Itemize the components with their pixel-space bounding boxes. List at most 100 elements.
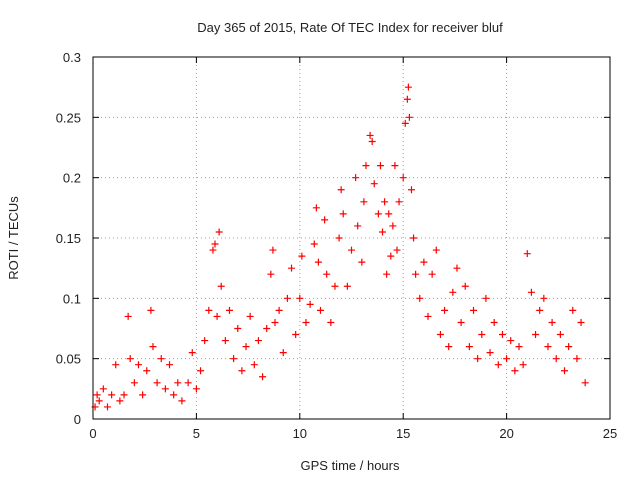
data-point — [296, 294, 304, 302]
data-point — [188, 349, 196, 357]
data-point — [139, 391, 147, 399]
x-axis-label: GPS time / hours — [301, 458, 400, 473]
data-point — [112, 361, 120, 369]
data-point — [498, 331, 506, 339]
data-point — [401, 119, 409, 127]
data-point — [331, 282, 339, 290]
data-point — [321, 216, 329, 224]
axis-ticks: 0 5 10 15 20 25 0 0.05 0.1 0.15 0.2 0.25 0.3 — [56, 50, 618, 441]
data-point — [540, 294, 548, 302]
data-point — [358, 258, 366, 266]
y-tick-label: 0.15 — [56, 231, 81, 246]
data-point — [283, 294, 291, 302]
data-point — [436, 331, 444, 339]
data-point — [259, 373, 267, 381]
data-point — [405, 113, 413, 121]
data-point — [536, 306, 544, 314]
data-point — [312, 204, 320, 212]
data-point — [407, 186, 415, 194]
data-point — [544, 343, 552, 351]
data-point — [370, 180, 378, 188]
data-point — [379, 228, 387, 236]
data-point — [515, 343, 523, 351]
data-point — [420, 258, 428, 266]
data-point — [441, 306, 449, 314]
data-point — [399, 174, 407, 182]
data-point — [573, 355, 581, 363]
data-point — [130, 379, 138, 387]
data-point — [316, 306, 324, 314]
data-point — [374, 210, 382, 218]
data-point — [209, 246, 217, 254]
data-point — [192, 385, 200, 393]
data-point — [335, 234, 343, 242]
data-point — [149, 343, 157, 351]
data-point — [174, 379, 182, 387]
data-point — [581, 379, 589, 387]
data-point — [95, 397, 103, 405]
data-point — [292, 331, 300, 339]
data-point — [552, 355, 560, 363]
data-point — [215, 228, 223, 236]
data-point — [306, 300, 314, 308]
data-point — [314, 258, 322, 266]
grid-lines — [93, 57, 610, 419]
data-point — [271, 318, 279, 326]
data-point — [362, 162, 370, 170]
data-point — [298, 252, 306, 260]
data-point — [532, 331, 540, 339]
data-point — [339, 210, 347, 218]
data-point — [404, 83, 412, 91]
data-point — [120, 391, 128, 399]
data-point — [157, 355, 165, 363]
data-point — [403, 95, 411, 103]
data-point — [376, 162, 384, 170]
data-point — [310, 240, 318, 248]
data-point — [385, 210, 393, 218]
data-point — [352, 174, 360, 182]
data-point — [205, 306, 213, 314]
x-tick-label: 25 — [603, 426, 617, 441]
data-point — [201, 337, 209, 345]
data-point — [432, 246, 440, 254]
data-point — [424, 312, 432, 320]
data-point — [569, 306, 577, 314]
x-tick-label: 5 — [193, 426, 200, 441]
data-point — [393, 246, 401, 254]
data-point — [412, 270, 420, 278]
data-point — [250, 361, 258, 369]
data-point — [213, 312, 221, 320]
data-point — [445, 343, 453, 351]
data-point — [416, 294, 424, 302]
data-point — [269, 246, 277, 254]
data-point — [124, 312, 132, 320]
data-point — [507, 337, 515, 345]
data-point — [153, 379, 161, 387]
y-tick-label: 0.3 — [63, 50, 81, 65]
data-point — [527, 288, 535, 296]
data-point — [482, 294, 490, 302]
data-point — [211, 240, 219, 248]
data-point — [143, 367, 151, 375]
data-point — [478, 331, 486, 339]
data-point — [490, 318, 498, 326]
data-point — [103, 403, 111, 411]
data-point — [503, 355, 511, 363]
data-point — [366, 131, 374, 139]
data-point — [279, 349, 287, 357]
y-tick-label: 0.2 — [63, 171, 81, 186]
data-point — [99, 385, 107, 393]
data-point — [116, 397, 124, 405]
y-tick-label: 0.1 — [63, 291, 81, 306]
data-point — [565, 343, 573, 351]
data-point — [126, 355, 134, 363]
data-point — [323, 270, 331, 278]
data-point — [548, 318, 556, 326]
data-point — [343, 282, 351, 290]
data-point — [134, 361, 142, 369]
data-point — [348, 246, 355, 254]
data-point — [381, 198, 389, 206]
data-point — [242, 343, 250, 351]
data-point — [178, 397, 186, 405]
